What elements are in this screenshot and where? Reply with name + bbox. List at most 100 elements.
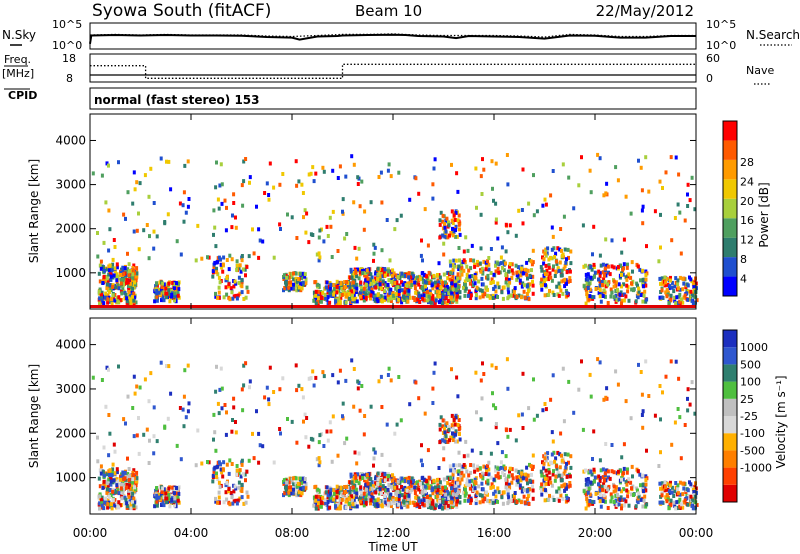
echo-cell [525,260,529,265]
echo-cell [132,496,136,501]
echo-cell [409,483,413,488]
echo-cell [149,371,153,376]
echo-cell [539,486,543,490]
echo-cell [624,294,628,299]
power-colorbar-tick: 12 [740,234,754,247]
echo-cell [451,221,455,226]
colorbar-segment [723,237,737,258]
echo-cell [492,403,495,408]
echo-cell [400,280,403,285]
echo-cell [225,205,228,210]
velocity-ylabel: Slant Range [km] [27,364,41,468]
echo-cell [98,279,102,284]
nsearch-series-line [89,33,696,38]
echo-cell [135,433,139,438]
echo-cell [173,496,177,501]
echo-cell [469,258,473,263]
echo-cell [319,296,323,300]
echo-cell [425,274,429,279]
echo-cell [563,284,567,289]
echo-cell [664,170,668,175]
echo-cell [487,294,491,299]
echo-cell [286,417,289,421]
echo-cell [665,493,669,498]
echo-cell [365,473,369,478]
echo-cell [427,499,431,504]
echo-cell [364,500,368,505]
echo-cell [686,387,690,392]
echo-cell [605,386,609,391]
echo-cell [674,155,678,160]
echo-cell [389,287,393,292]
echo-cell [370,480,374,485]
echo-cell [464,487,467,492]
echo-cell [466,293,470,298]
echo-cell [142,432,146,437]
echo-cell [401,282,405,287]
echo-cell [685,496,689,501]
echo-cell [168,504,172,509]
echo-cell [597,291,601,296]
echo-cell [547,462,551,467]
echo-cell [598,458,602,463]
echo-cell [113,471,117,476]
echo-cell [123,501,127,506]
echo-cell [200,461,204,466]
echo-cell [292,487,295,492]
echo-cell [389,296,393,301]
echo-cell [544,247,548,252]
echo-cell [407,288,411,293]
echo-cell [520,471,524,476]
echo-cell [341,211,345,216]
echo-cell [566,293,570,298]
echo-cell [680,297,684,302]
echo-cell [622,471,625,476]
echo-cell [417,498,421,503]
echo-cell [155,298,159,303]
echo-cell [350,480,354,485]
echo-cell [581,427,585,432]
echo-cell [681,505,685,510]
echo-cell [91,375,95,380]
echo-cell [378,481,382,486]
echo-cell [287,275,291,280]
echo-cell [392,293,396,298]
echo-cell [554,474,558,479]
echo-cell [455,439,459,444]
echo-cell [234,225,238,230]
echo-cell [491,391,494,396]
echo-cell [353,490,357,494]
echo-cell [220,265,224,270]
echo-cell [428,494,432,499]
echo-cell [459,262,463,267]
echo-cell [596,357,600,362]
echo-cell [453,495,457,500]
echo-cell [560,458,564,463]
echo-cell [549,275,553,280]
echo-cell [397,493,401,498]
velocity-colorbar-tick: 100 [740,376,761,389]
echo-cell [502,268,506,273]
echo-cell [439,502,443,507]
echo-cell [473,469,477,474]
echo-cell [365,268,369,273]
echo-cell [456,218,460,223]
echo-cell [547,277,550,282]
echo-cell [272,460,276,465]
freq-top-tick: 18 [62,52,76,65]
echo-cell [585,497,589,501]
echo-cell [214,389,218,394]
echo-cell [545,268,549,273]
echo-cell [594,287,598,291]
echo-cell [206,255,209,260]
echo-cell [601,262,605,267]
echo-cell [213,260,217,265]
echo-cell [352,294,356,298]
echo-cell [458,432,461,436]
echo-cell [557,293,561,298]
echo-cell [522,494,526,499]
echo-cell [436,477,439,482]
echo-cell [237,280,241,285]
echo-cell [421,258,424,263]
